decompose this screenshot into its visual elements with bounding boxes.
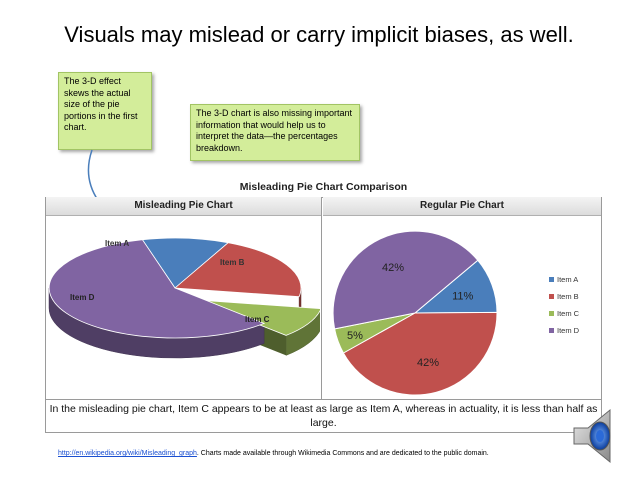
- chart-frame: Misleading Pie Chart Comparison Misleadi…: [45, 181, 602, 433]
- pie3d-label-item-a: Item A: [105, 239, 129, 248]
- pie2d-value-item-b: 42%: [417, 357, 439, 369]
- pie2d-value-item-d: 42%: [382, 262, 404, 274]
- footer: http://en.wikipedia.org/wiki/Misleading_…: [58, 450, 489, 457]
- pie2d-value-item-c: 5%: [347, 330, 363, 342]
- pie3d-label-item-c: Item C: [245, 315, 270, 324]
- pie2d-slice-item-b: [342, 311, 498, 396]
- speaker-icon[interactable]: [566, 404, 630, 468]
- pie3d-slice-item-a: [141, 237, 230, 289]
- regular-chart-heading: Regular Pie Chart: [323, 197, 601, 216]
- chart-title: Misleading Pie Chart Comparison: [239, 181, 408, 193]
- misleading-chart-heading: Misleading Pie Chart: [46, 197, 321, 216]
- pie3d-slice-item-d: [48, 239, 266, 339]
- slide-title: Visuals may mislead or carry implicit bi…: [64, 22, 574, 47]
- legend-label-item-b: Item B: [557, 292, 579, 301]
- legend-label-item-c: Item C: [557, 309, 580, 318]
- panel-divider: [321, 197, 322, 399]
- pie2d-value-item-a: 11%: [452, 290, 473, 302]
- legend-swatch-item-b: [549, 294, 554, 299]
- legend-swatch-item-a: [549, 277, 554, 282]
- footer-text: . Charts made available through Wikimedi…: [196, 450, 489, 457]
- callout-3d-effect: The 3-D effect skews the actual size of …: [58, 72, 152, 150]
- callout-missing-info: The 3-D chart is also missing important …: [190, 104, 360, 161]
- regular-pie-2d: 11% 42% 5% 42% Item A Item B Item C Item D: [332, 230, 580, 396]
- pie2d-slice-item-d: [332, 230, 479, 330]
- source-link[interactable]: http://en.wikipedia.org/wiki/Misleading_…: [58, 450, 197, 457]
- legend-label-item-a: Item A: [557, 275, 578, 284]
- misleading-pie-3d: Item A Item B Item C Item D: [48, 237, 320, 359]
- pie3d-slice-item-b: [173, 242, 302, 298]
- legend-swatch-item-c: [549, 311, 554, 316]
- legend-label-item-d: Item D: [557, 326, 580, 335]
- chart-caption: In the misleading pie chart, Item C appe…: [46, 399, 601, 431]
- legend-swatch-item-d: [549, 328, 554, 333]
- pie3d-label-item-b: Item B: [220, 258, 245, 267]
- pie3d-label-item-d: Item D: [70, 293, 95, 302]
